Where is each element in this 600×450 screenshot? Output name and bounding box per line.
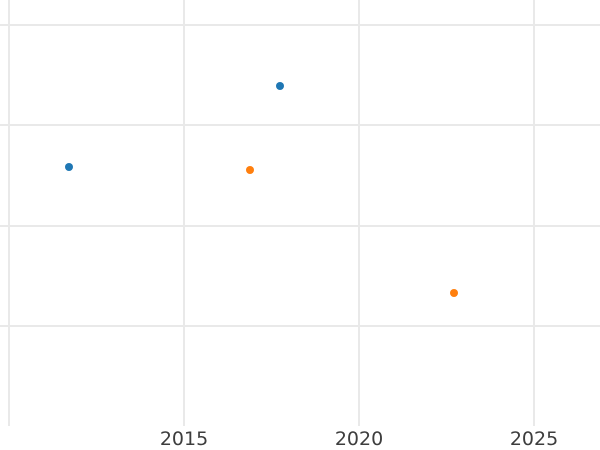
x-tick-label: 2020 — [334, 428, 384, 450]
y-gridline — [0, 124, 600, 126]
x-gridline — [183, 0, 185, 426]
x-gridline — [533, 0, 535, 426]
y-gridline — [0, 325, 600, 327]
x-gridline — [7, 0, 10, 426]
scatter-point-orange — [246, 166, 254, 174]
scatter-point-blue — [65, 163, 73, 171]
scatter-point-blue — [276, 82, 284, 90]
x-tick-label: 2015 — [159, 428, 209, 450]
scatter-point-orange — [450, 289, 458, 297]
x-gridline — [358, 0, 360, 426]
x-tick-label: 2025 — [509, 428, 559, 450]
y-gridline — [0, 224, 600, 227]
y-gridline — [0, 23, 600, 26]
